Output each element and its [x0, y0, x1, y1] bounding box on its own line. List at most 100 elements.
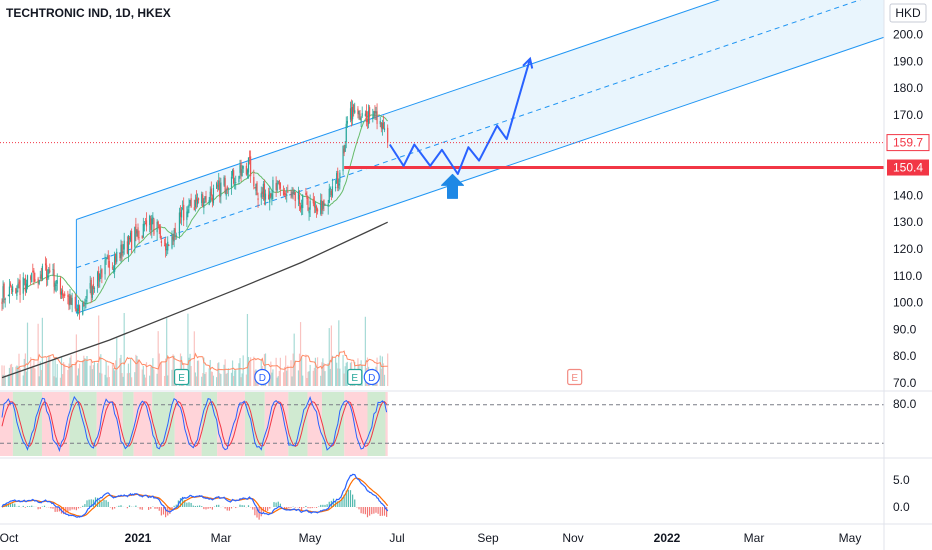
volume-bar [76, 375, 79, 386]
candle-body [84, 303, 86, 305]
volume-bar [194, 372, 196, 386]
candle-body [145, 220, 148, 227]
macd-histogram-bar [101, 501, 103, 507]
candle-body [217, 185, 219, 187]
volume-bar [246, 313, 249, 386]
volume-bar [226, 372, 228, 386]
macd-histogram-bar [162, 507, 165, 515]
volume-bar [248, 361, 251, 386]
macd-histogram-bar [52, 507, 54, 509]
volume-bar [15, 366, 17, 386]
volume-bar [323, 363, 325, 386]
volume-bar [275, 357, 277, 386]
candle-body [261, 191, 263, 195]
candle-body [279, 182, 281, 189]
volume-bar [107, 365, 109, 386]
macd-histogram-bar [264, 507, 267, 512]
month-tick-label: May [839, 531, 862, 545]
event-marker-label: D [368, 373, 375, 384]
candle-body [86, 290, 88, 299]
macd-histogram-bar [369, 507, 371, 516]
volume-bar [32, 365, 34, 386]
volume-bar [19, 368, 21, 386]
candle-body [78, 305, 81, 314]
macd-histogram-bar [371, 507, 373, 515]
candle-body [34, 279, 36, 282]
last-price-label: 159.7 [893, 136, 923, 150]
stoch-zone [152, 392, 175, 456]
stoch-zone [385, 392, 388, 456]
projection-path[interactable] [388, 56, 534, 199]
candles [1, 99, 389, 320]
candle-body [25, 283, 28, 293]
candle-body [127, 235, 130, 256]
time-axis[interactable]: Oct 2021 Mar May Jul Sep Nov 2022 Mar May [0, 531, 861, 545]
volume-bar [167, 375, 169, 386]
candle-body [224, 178, 226, 193]
macd-histogram-bar [201, 506, 203, 507]
volume-bar [105, 360, 107, 386]
candle-body [230, 176, 233, 188]
volume-bar [160, 362, 162, 386]
volume-bar [209, 359, 211, 386]
candle-body [173, 229, 175, 242]
macd-histogram-bar [224, 507, 226, 509]
candle-body [233, 170, 235, 184]
candle-body [15, 288, 17, 294]
candle-body [271, 193, 273, 200]
volume-bar [212, 375, 215, 386]
candle-body [197, 198, 200, 201]
volume-bar [272, 369, 274, 386]
volume-bar [123, 313, 125, 386]
candle-body [336, 173, 338, 184]
volume-bar [387, 353, 389, 386]
macd-histogram-bar [349, 490, 352, 507]
candle-body [93, 288, 96, 289]
candle-body [104, 260, 106, 275]
macd-histogram-bar [243, 505, 245, 507]
volume-bar [189, 353, 191, 386]
candle-body [123, 240, 125, 250]
candle-body [105, 259, 107, 261]
candle-body [380, 122, 382, 129]
macd-histogram-bar [267, 507, 269, 511]
macd-histogram-bar [29, 506, 31, 507]
macd-histogram-bar [352, 494, 354, 507]
macd-histogram-bar [364, 507, 366, 515]
candle-body [158, 224, 160, 230]
volume-bar [231, 360, 234, 386]
macd-histogram-bar [275, 502, 277, 507]
macd-histogram-bar [196, 505, 199, 507]
candle-body [208, 200, 210, 205]
month-tick-label: 2021 [125, 531, 152, 545]
candle-body [152, 216, 154, 220]
candle-body [3, 283, 5, 298]
candle-body [225, 189, 227, 196]
macd-histogram-bar [77, 507, 80, 509]
volume-bar [99, 372, 101, 386]
volume-bar [224, 359, 226, 386]
macd-histogram-bar [22, 505, 24, 507]
candle-body [4, 298, 6, 300]
volume-bar [202, 373, 204, 386]
stoch-zone [264, 392, 289, 456]
candle-body [144, 223, 147, 224]
event-marker-label: E [351, 373, 358, 384]
volume-bar [165, 358, 167, 386]
macd-histogram-bar [194, 505, 196, 507]
volume-bar [120, 354, 122, 386]
candle-body [116, 251, 118, 262]
volume-bar [77, 368, 80, 386]
macd-histogram-bar [165, 507, 167, 518]
volume-bar [74, 362, 76, 386]
volume-bar [239, 358, 241, 386]
macd-histogram-bar [322, 504, 324, 507]
macd-histogram-bar [186, 502, 188, 507]
candle-body [97, 272, 99, 287]
candle-body [242, 165, 244, 169]
month-tick-label: Oct [0, 531, 19, 545]
macd-histogram-bar [141, 507, 143, 510]
